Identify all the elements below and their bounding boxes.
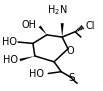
Text: HO: HO	[3, 55, 18, 65]
Polygon shape	[39, 26, 47, 35]
Text: HO: HO	[2, 37, 17, 47]
Text: Cl: Cl	[85, 21, 95, 31]
Text: S: S	[68, 73, 75, 83]
Polygon shape	[61, 23, 64, 37]
Polygon shape	[20, 56, 35, 61]
Text: OH: OH	[21, 20, 36, 30]
Text: O: O	[67, 46, 74, 56]
Text: H$_2$N: H$_2$N	[47, 4, 68, 17]
Text: HO: HO	[29, 69, 44, 79]
